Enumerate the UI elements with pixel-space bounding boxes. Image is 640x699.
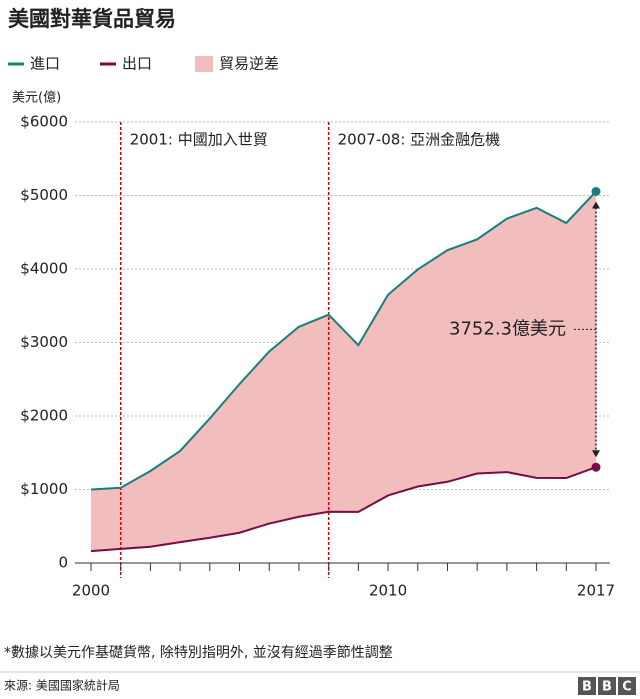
footnote: *數據以美元作基礎貨幣, 除特別指明外, 並沒有經過季節性調整 <box>4 644 393 661</box>
logo-box <box>598 677 616 695</box>
x-tick-label: 2000 <box>72 582 110 600</box>
logo-letter: B <box>582 680 592 695</box>
legend-label: 進口 <box>30 55 60 73</box>
deficit-area <box>91 191 596 552</box>
y-tick-label: $3000 <box>20 333 68 351</box>
end-dot <box>591 462 601 472</box>
y-tick-label: $4000 <box>20 260 68 278</box>
y-tick-label: 0 <box>58 554 68 572</box>
y-tick-label: $5000 <box>20 186 68 204</box>
arrow-head <box>592 450 600 458</box>
end-dot <box>591 186 601 196</box>
legend-swatch <box>195 56 213 72</box>
legend-label: 出口 <box>122 55 152 73</box>
gap-label: 3752.3億美元 <box>449 318 566 339</box>
chart-title: 美國對華貨品貿易 <box>8 7 176 31</box>
y-axis-label: 美元(億) <box>12 90 61 106</box>
logo-letter: C <box>622 680 632 695</box>
logo-box <box>618 677 636 695</box>
arrow-head <box>592 201 600 209</box>
x-tick-label: 2017 <box>577 582 615 600</box>
series-line <box>90 466 597 553</box>
y-tick-label: $6000 <box>20 113 68 131</box>
annotation-label: 2007-08: 亞洲金融危機 <box>338 131 501 149</box>
series-line <box>90 190 597 491</box>
y-tick-label: $2000 <box>20 407 68 425</box>
source: 來源: 美國國家統計局 <box>4 678 120 693</box>
logo-box <box>578 677 596 695</box>
annotation-label: 2001: 中國加入世貿 <box>130 131 268 149</box>
logo-letter: B <box>602 680 612 695</box>
x-tick-label: 2010 <box>369 582 407 600</box>
y-tick-label: $1000 <box>20 480 68 498</box>
legend-label: 貿易逆差 <box>219 55 279 73</box>
